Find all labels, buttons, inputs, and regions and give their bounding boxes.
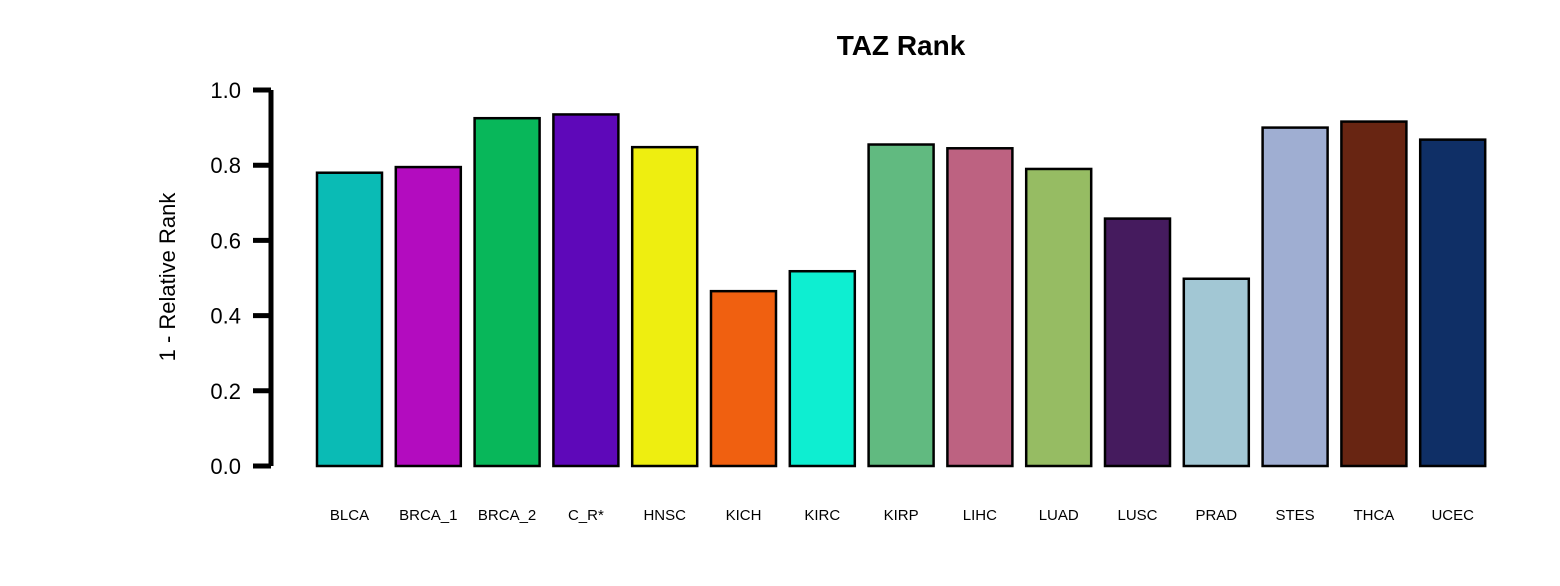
x-tick-label: KIRP bbox=[884, 507, 919, 524]
y-tick-label: 0.6 bbox=[210, 228, 241, 253]
bar-thca bbox=[1340, 120, 1408, 468]
x-tick-label: THCA bbox=[1353, 507, 1394, 524]
y-tick-label: 0.2 bbox=[210, 379, 241, 404]
x-tick-label: STES bbox=[1276, 507, 1315, 524]
bars-group bbox=[315, 113, 1487, 468]
x-tick-label: C_R* bbox=[568, 507, 604, 524]
bar-prad bbox=[1182, 277, 1251, 468]
bar-kich bbox=[709, 289, 778, 468]
bar-luad bbox=[1024, 167, 1093, 468]
chart-title: TAZ Rank bbox=[837, 30, 966, 61]
x-tick-label: UCEC bbox=[1431, 507, 1474, 524]
y-axis-label: 1 - Relative Rank bbox=[155, 192, 180, 362]
x-axis-tick-labels: BLCA BRCA_1 BRCA_2 C_R* HNSC KICH KIRC KIRP LIHC… bbox=[330, 507, 1474, 524]
x-tick-label: KICH bbox=[726, 507, 762, 524]
bar-c-r bbox=[552, 113, 620, 468]
y-axis-ticks: 0.0 0.2 0.4 0.6 0.8 1.0 bbox=[210, 78, 271, 479]
x-tick-label: BRCA_2 bbox=[478, 507, 536, 524]
bar-lihc bbox=[946, 147, 1014, 468]
bar-kirp bbox=[867, 143, 935, 468]
x-tick-label: KIRC bbox=[804, 507, 840, 524]
bar-brca-2 bbox=[473, 116, 541, 468]
x-tick-label: BLCA bbox=[330, 507, 369, 524]
bar-brca-1 bbox=[394, 165, 463, 468]
x-tick-label: LIHC bbox=[963, 507, 997, 524]
bar-stes bbox=[1261, 126, 1329, 468]
y-tick-label: 1.0 bbox=[210, 78, 241, 103]
bar-kirc bbox=[788, 269, 857, 468]
y-tick-label: 0.4 bbox=[210, 304, 241, 329]
x-tick-label: PRAD bbox=[1195, 507, 1237, 524]
y-tick-label: 0.0 bbox=[210, 454, 241, 479]
x-tick-label: HNSC bbox=[643, 507, 686, 524]
y-tick-label: 0.8 bbox=[210, 153, 241, 178]
bar-hnsc bbox=[630, 145, 699, 468]
x-tick-label: LUAD bbox=[1039, 507, 1079, 524]
bar-blca bbox=[315, 171, 384, 468]
bar-ucec bbox=[1418, 138, 1487, 468]
x-tick-label: LUSC bbox=[1117, 507, 1157, 524]
x-tick-label: BRCA_1 bbox=[399, 507, 457, 524]
bar-lusc bbox=[1103, 217, 1172, 468]
